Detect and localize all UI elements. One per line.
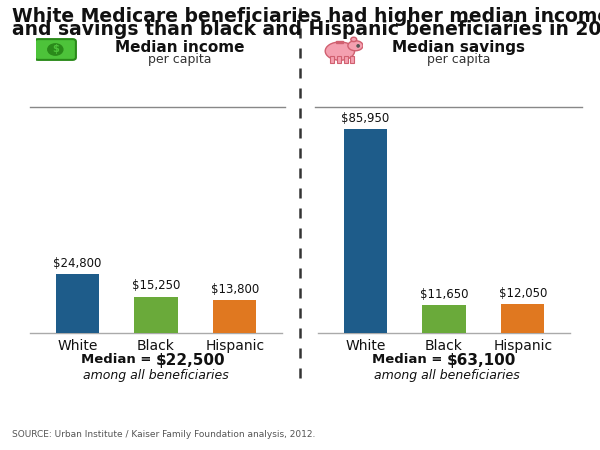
Bar (336, 41, 343, 43)
Text: $11,650: $11,650 (420, 288, 468, 301)
Bar (213, 300, 256, 333)
Text: Median income: Median income (115, 40, 245, 55)
Text: SOURCE: Urban Institute / Kaiser Family Foundation analysis, 2012.: SOURCE: Urban Institute / Kaiser Family … (12, 430, 316, 439)
Text: ●: ● (355, 42, 359, 47)
Bar (330, 56, 334, 63)
Text: per capita: per capita (148, 53, 212, 66)
Text: among all beneficiaries: among all beneficiaries (83, 369, 229, 382)
Text: Median =: Median = (372, 353, 447, 366)
Text: $85,950: $85,950 (341, 112, 389, 125)
FancyBboxPatch shape (35, 39, 76, 60)
Text: Median =: Median = (81, 353, 156, 366)
Text: White Medicare beneficiaries had higher median incomes: White Medicare beneficiaries had higher … (12, 7, 600, 26)
Text: FAMILY: FAMILY (520, 425, 560, 435)
Text: FOUNDATION: FOUNDATION (511, 436, 569, 446)
Text: KAISER: KAISER (519, 414, 561, 424)
Text: $12,050: $12,050 (499, 287, 547, 300)
Bar (134, 297, 178, 333)
Bar (56, 274, 99, 333)
Bar (350, 56, 354, 63)
Ellipse shape (348, 40, 363, 51)
Text: $22,500: $22,500 (156, 353, 226, 368)
Ellipse shape (325, 42, 355, 60)
Text: Median savings: Median savings (392, 40, 526, 55)
Circle shape (48, 44, 63, 55)
Text: $15,250: $15,250 (132, 279, 180, 292)
Bar (344, 56, 348, 63)
Text: and savings than black and Hispanic beneficiaries in 2012: and savings than black and Hispanic bene… (12, 20, 600, 39)
Text: $63,100: $63,100 (447, 353, 517, 368)
Ellipse shape (351, 37, 357, 42)
Bar (344, 130, 387, 333)
Bar (501, 305, 544, 333)
Text: among all beneficiaries: among all beneficiaries (374, 369, 520, 382)
Text: THE HENRY J.: THE HENRY J. (522, 404, 558, 409)
Bar (422, 306, 466, 333)
Text: per capita: per capita (427, 53, 491, 66)
Text: $13,800: $13,800 (211, 283, 259, 296)
Text: $24,800: $24,800 (53, 257, 101, 270)
Bar (337, 56, 341, 63)
Text: $: $ (52, 45, 59, 54)
